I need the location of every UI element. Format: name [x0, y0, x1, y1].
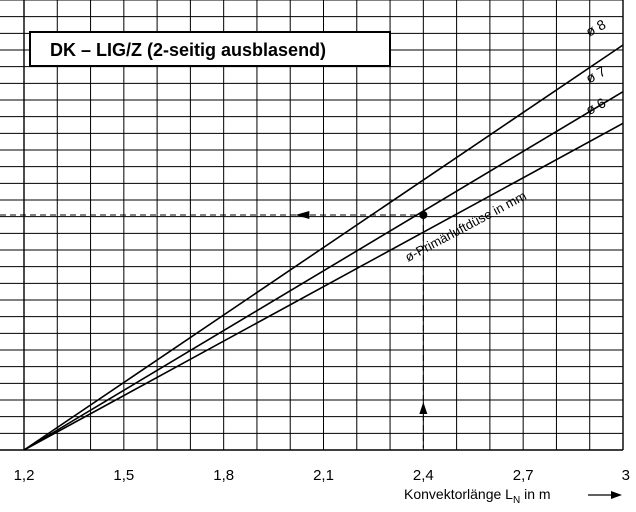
xlabel-main: Konvektorlänge L — [404, 486, 513, 502]
curve-annotation: ø-Primärluftdüse in mm — [402, 188, 528, 265]
series-label: ø 8 — [583, 16, 609, 40]
x-tick-label: 2,7 — [513, 467, 534, 484]
series-label: ø 7 — [583, 63, 609, 87]
series-line — [23, 44, 624, 451]
x-tick-label: 1,2 — [14, 467, 35, 484]
curves: ø 8 ø 7 ø 6 — [23, 16, 624, 451]
x-tick-label: 1,5 — [113, 467, 134, 484]
arrow-left-icon — [295, 211, 310, 219]
series-line — [23, 90, 624, 451]
xlabel-tail: in m — [520, 486, 550, 502]
x-axis-label: Konvektorlänge LN in m — [404, 486, 622, 506]
grid — [0, 0, 624, 451]
chart-title: DK – LIG/Z (2-seitig ausblasend) — [50, 40, 326, 60]
title-box-frame — [29, 31, 391, 67]
x-tick-label: 3 — [622, 467, 630, 484]
series-line — [23, 122, 624, 451]
svg-text:Konvektorlänge LN in m: Konvektorlänge LN in m — [404, 486, 551, 506]
series-label: ø 6 — [583, 94, 609, 118]
annotation-label: ø-Primärluftdüse in mm — [402, 188, 528, 265]
xlabel-subscript: N — [513, 495, 520, 506]
x-tick-label: 1,8 — [213, 467, 234, 484]
x-tick-label: 2,4 — [413, 467, 434, 484]
arrow-right-icon — [588, 491, 622, 499]
reading-point — [419, 211, 428, 219]
title-box: DK – LIG/Z (2-seitig ausblasend) — [29, 31, 391, 67]
x-tick-labels: 1,2 1,5 1,8 2,1 2,4 2,7 3 — [14, 467, 630, 484]
reading-example — [0, 211, 428, 448]
x-tick-label: 2,1 — [313, 467, 334, 484]
arrow-up-icon — [419, 402, 428, 414]
